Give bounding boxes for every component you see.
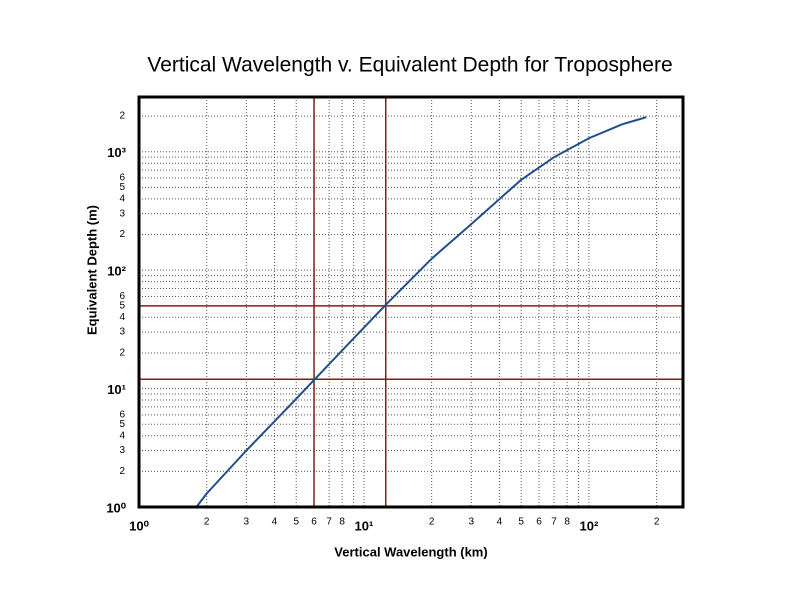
- x-tick-label: 7: [326, 517, 332, 528]
- y-tick-label: 6: [119, 409, 125, 420]
- x-tick-label: 6: [311, 517, 317, 528]
- x-tick-label: 6: [536, 517, 542, 528]
- y-tick-label: 6: [119, 173, 125, 184]
- x-tick-label: 4: [272, 517, 278, 528]
- x-tick-label: 2: [204, 517, 210, 528]
- x-tick-label: 7: [551, 517, 557, 528]
- x-tick-label: 2: [654, 517, 660, 528]
- data-line: [139, 116, 647, 508]
- y-tick-label: 10³: [107, 145, 126, 160]
- y-tick-label: 3: [119, 445, 125, 456]
- x-tick-label: 4: [497, 517, 503, 528]
- chart-title: Vertical Wavelength v. Equivalent Depth …: [147, 54, 672, 77]
- y-tick-label: 10¹: [107, 382, 126, 397]
- y-tick-label: 10⁰: [106, 500, 126, 515]
- x-tick-label: 10²: [580, 518, 599, 533]
- plot-frame: [137, 95, 685, 509]
- x-tick-label: 5: [293, 517, 299, 528]
- x-tick-label: 10¹: [355, 518, 374, 533]
- y-tick-label: 2: [119, 466, 125, 477]
- y-tick-label: 4: [119, 194, 125, 205]
- y-tick-label: 2: [119, 348, 125, 359]
- y-tick-label: 5: [119, 300, 125, 311]
- x-tick-label: 3: [244, 517, 250, 528]
- y-tick-label: 2: [119, 111, 125, 122]
- x-tick-label: 8: [564, 517, 570, 528]
- x-tick-label: 8: [339, 517, 345, 528]
- y-tick-label: 5: [119, 182, 125, 193]
- y-tick-label: 5: [119, 419, 125, 430]
- y-tick-label: 3: [119, 327, 125, 338]
- y-tick-label: 2: [119, 229, 125, 240]
- y-tick-label: 6: [119, 291, 125, 302]
- y-tick-label: 3: [119, 208, 125, 219]
- x-tick-label: 5: [518, 517, 524, 528]
- y-tick-label: 10²: [107, 264, 126, 279]
- x-axis-label: Vertical Wavelength (km): [334, 544, 487, 559]
- y-tick-label: 4: [119, 312, 125, 323]
- x-tick-label: 10⁰: [129, 518, 149, 533]
- y-axis-label: Equivalent Depth (m): [84, 205, 99, 335]
- x-tick-label: 3: [468, 517, 474, 528]
- y-tick-label: 4: [119, 430, 125, 441]
- x-tick-label: 2: [429, 517, 435, 528]
